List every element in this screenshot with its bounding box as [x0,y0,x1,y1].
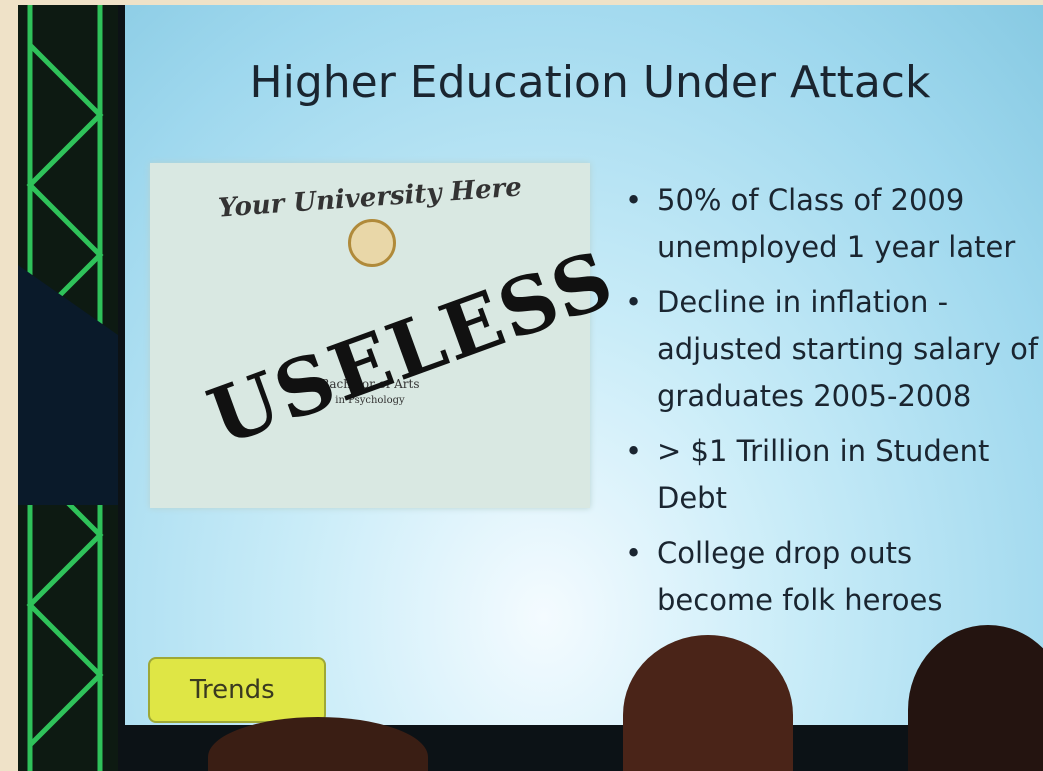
bullet-line: Debt [657,475,1043,522]
bullet-line: 50% of Class of 2009 [657,177,1043,224]
diploma-seal [348,219,396,267]
bullet-line: > $1 Trillion in Student [657,428,1043,475]
diploma-image: Your University Here Bachelor of Arts in… [150,163,590,508]
bullet-line: adjusted starting salary of [657,326,1043,373]
photo: Higher Education Under Attack Your Unive… [18,5,1043,771]
slide-title: Higher Education Under Attack [125,57,1043,108]
bullet-line: Decline in inflation - [657,279,1043,326]
page: Higher Education Under Attack Your Unive… [0,0,1043,771]
audience-head [208,717,428,771]
bullet-line: unemployed 1 year later [657,224,1043,271]
useless-stamp: USELESS [197,233,626,463]
trends-button[interactable]: Trends [148,657,326,723]
bullet: Decline in inflation -adjusted starting … [625,279,1043,420]
stage-truss [18,5,118,771]
bullet-line: graduates 2005-2008 [657,373,1043,420]
bullet-line: become folk heroes [657,577,1043,624]
bullet-line: College drop outs [657,530,1043,577]
slide: Higher Education Under Attack Your Unive… [125,5,1043,725]
